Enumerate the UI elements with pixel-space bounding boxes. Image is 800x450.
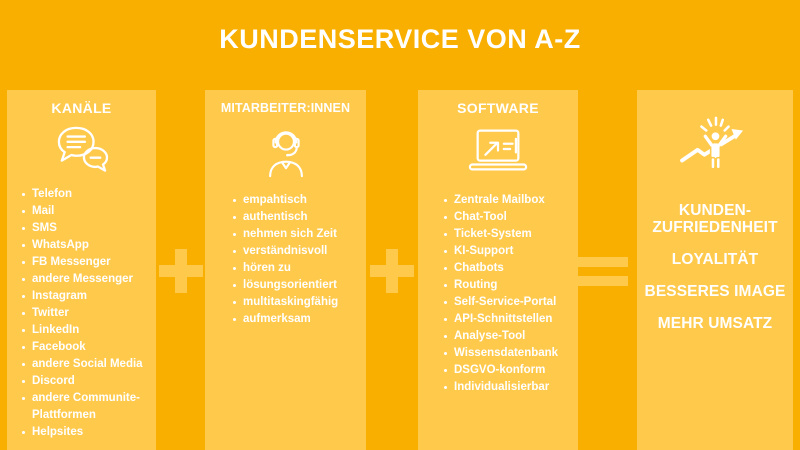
list-item: Zentrale Mailbox [444, 192, 575, 209]
list-item: andere Communite-Plattformen [22, 390, 153, 424]
result-item: BESSERES IMAGE [644, 283, 786, 300]
laptop-icon [418, 122, 578, 178]
list-item: Discord [22, 373, 153, 390]
list-item: Individualisierbar [444, 379, 575, 396]
mitarbeiterinnen-list: empahtisch authentisch nehmen sich Zeit ver… [205, 192, 366, 328]
panel-kanaele: KANÄLE Telefon Mail SMS WhatsApp FB Messenge… [7, 90, 156, 450]
equals-icon [578, 257, 628, 295]
results-list: KUNDEN-ZUFRIEDENHEIT LOYALITÄT BESSERES … [639, 202, 791, 332]
list-item: DSGVO-konform [444, 362, 575, 379]
list-item: verständnisvoll [233, 243, 363, 260]
chat-bubbles-icon [7, 122, 156, 178]
success-person-icon [637, 114, 793, 176]
list-item: WhatsApp [22, 237, 153, 254]
list-item: LinkedIn [22, 322, 153, 339]
list-item: KI-Support [444, 243, 575, 260]
list-item: empahtisch [233, 192, 363, 209]
list-item: Routing [444, 277, 575, 294]
list-item: hören zu [233, 260, 363, 277]
panel-mitarbeiterinnen: MITARBEITER:INNEN empahtisch authentisch n… [205, 90, 366, 450]
list-item: Wissensdatenbank [444, 345, 575, 362]
equals-bar [578, 257, 628, 267]
result-item: LOYALITÄT [671, 251, 759, 268]
result-item: MEHR UMSATZ [657, 315, 773, 332]
panel-kanaele-header: KANÄLE [51, 100, 112, 116]
list-item: andere Messenger [22, 271, 153, 288]
list-item: multitaskingfähig [233, 294, 363, 311]
list-item: nehmen sich Zeit [233, 226, 363, 243]
result-item: KUNDEN-ZUFRIEDENHEIT [652, 202, 778, 236]
list-item: lösungsorientiert [233, 277, 363, 294]
kanaele-list: Telefon Mail SMS WhatsApp FB Messenger andere… [7, 186, 156, 441]
panel-mitarbeiterinnen-header: MITARBEITER:INNEN [220, 101, 351, 115]
list-item: andere Social Media [22, 356, 153, 373]
software-list: Zentrale Mailbox Chat-Tool Ticket-System KI… [418, 192, 578, 396]
list-item: API-Schnittstellen [444, 311, 575, 328]
plus-icon [159, 249, 203, 293]
list-item: Helpsites [22, 424, 153, 441]
plus-icon [370, 249, 414, 293]
list-item: Analyse-Tool [444, 328, 575, 345]
list-item: Telefon [22, 186, 153, 203]
list-item: Chat-Tool [444, 209, 575, 226]
panel-results: KUNDEN-ZUFRIEDENHEIT LOYALITÄT BESSERES … [637, 90, 793, 450]
list-item: Twitter [22, 305, 153, 322]
list-item: authentisch [233, 209, 363, 226]
support-agent-headset-icon [205, 122, 366, 178]
list-item: Mail [22, 203, 153, 220]
panel-software: SOFTWARE Zentrale Mailbox Chat-Tool Ticket… [418, 90, 578, 450]
list-item: SMS [22, 220, 153, 237]
page-title: KUNDENSERVICE VON A-Z [219, 24, 581, 54]
list-item: aufmerksam [233, 311, 363, 328]
list-item: Self-Service-Portal [444, 294, 575, 311]
list-item: Instagram [22, 288, 153, 305]
list-item: Ticket-System [444, 226, 575, 243]
list-item: Facebook [22, 339, 153, 356]
list-item: Chatbots [444, 260, 575, 277]
list-item: FB Messenger [22, 254, 153, 271]
equals-bar [578, 276, 628, 286]
panel-software-header: SOFTWARE [457, 100, 539, 116]
